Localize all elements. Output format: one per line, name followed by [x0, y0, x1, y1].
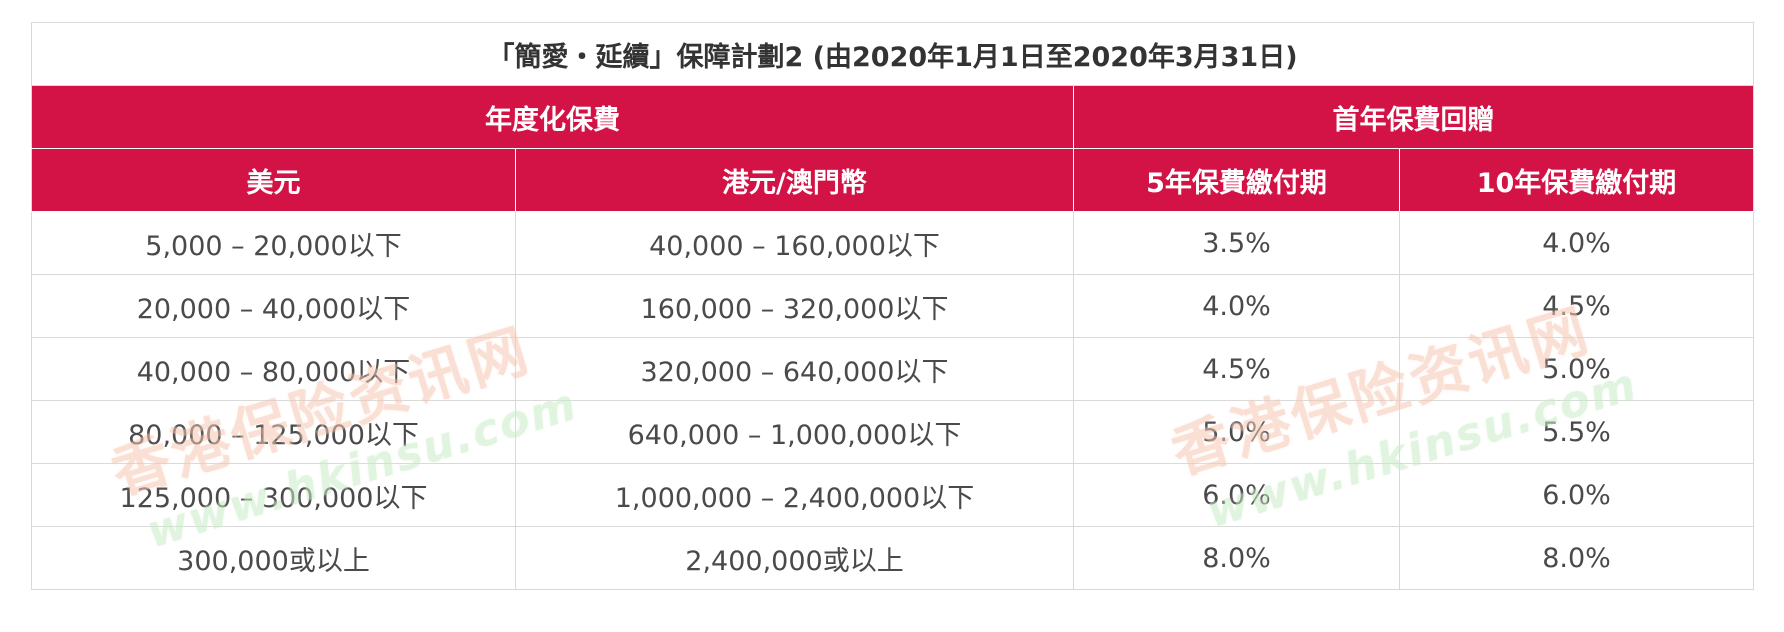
column-header-ten-year: 10年保費繳付期 — [1399, 148, 1754, 212]
premium-rebate-table: 「簡愛・延續」保障計劃2 (由2020年1月1日至2020年3月31日) 年度化… — [31, 22, 1755, 590]
table-row: 125,000 – 300,000以下 1,000,000 – 2,400,00… — [31, 463, 1754, 527]
group-header-first-year-rebate: 首年保費回贈 — [1073, 85, 1754, 149]
cell-ten-year: 5.5% — [1399, 400, 1754, 464]
cell-hkd: 160,000 – 320,000以下 — [515, 274, 1074, 338]
cell-hkd: 640,000 – 1,000,000以下 — [515, 400, 1074, 464]
cell-usd: 5,000 – 20,000以下 — [31, 211, 516, 275]
table-row: 300,000或以上 2,400,000或以上 8.0% 8.0% — [31, 526, 1754, 590]
column-header-usd: 美元 — [31, 148, 516, 212]
table-row: 5,000 – 20,000以下 40,000 – 160,000以下 3.5%… — [31, 211, 1754, 275]
cell-hkd: 1,000,000 – 2,400,000以下 — [515, 463, 1074, 527]
cell-five-year: 8.0% — [1073, 526, 1400, 590]
cell-five-year: 4.5% — [1073, 337, 1400, 401]
cell-usd: 80,000 – 125,000以下 — [31, 400, 516, 464]
column-header-five-year: 5年保費繳付期 — [1073, 148, 1400, 212]
column-header-hkd-mop: 港元/澳門幣 — [515, 148, 1074, 212]
cell-ten-year: 4.0% — [1399, 211, 1754, 275]
cell-hkd: 40,000 – 160,000以下 — [515, 211, 1074, 275]
cell-ten-year: 6.0% — [1399, 463, 1754, 527]
table-row: 40,000 – 80,000以下 320,000 – 640,000以下 4.… — [31, 337, 1754, 401]
cell-hkd: 2,400,000或以上 — [515, 526, 1074, 590]
group-header-annualized-premium: 年度化保費 — [31, 85, 1074, 149]
cell-ten-year: 4.5% — [1399, 274, 1754, 338]
cell-usd: 125,000 – 300,000以下 — [31, 463, 516, 527]
cell-five-year: 3.5% — [1073, 211, 1400, 275]
table-row: 80,000 – 125,000以下 640,000 – 1,000,000以下… — [31, 400, 1754, 464]
table-row: 20,000 – 40,000以下 160,000 – 320,000以下 4.… — [31, 274, 1754, 338]
cell-five-year: 6.0% — [1073, 463, 1400, 527]
cell-usd: 300,000或以上 — [31, 526, 516, 590]
cell-hkd: 320,000 – 640,000以下 — [515, 337, 1074, 401]
table-title: 「簡愛・延續」保障計劃2 (由2020年1月1日至2020年3月31日) — [31, 22, 1754, 86]
cell-five-year: 5.0% — [1073, 400, 1400, 464]
cell-ten-year: 5.0% — [1399, 337, 1754, 401]
cell-usd: 40,000 – 80,000以下 — [31, 337, 516, 401]
cell-ten-year: 8.0% — [1399, 526, 1754, 590]
cell-five-year: 4.0% — [1073, 274, 1400, 338]
cell-usd: 20,000 – 40,000以下 — [31, 274, 516, 338]
